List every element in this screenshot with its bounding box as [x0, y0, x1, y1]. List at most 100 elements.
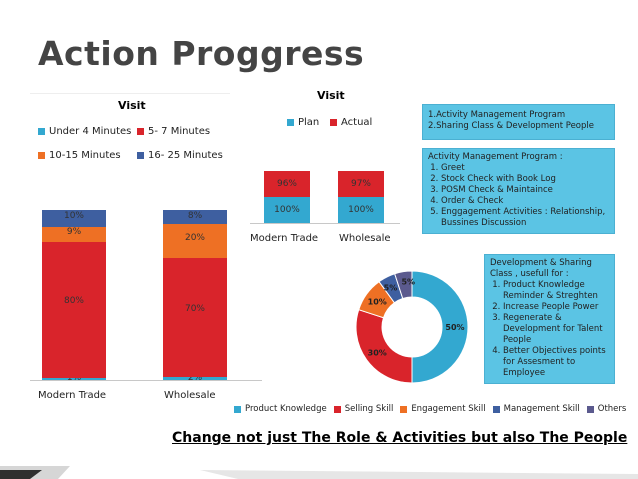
chart1-data-label: 2% — [187, 372, 203, 383]
donut-data-label-selling-skill: 30% — [368, 348, 387, 357]
program-item-1: 1.Activity Management Program — [428, 110, 566, 120]
chart1-data-label: 80% — [63, 295, 84, 306]
chart1-bar-under4-modern-trade: 1% — [42, 373, 106, 382]
bottom-stripe — [200, 470, 638, 479]
legend-label-5to7: 5- 7 Minutes — [148, 126, 211, 137]
chart2-data-label: 97% — [350, 178, 371, 189]
donut-data-label-product-knowledge: 50% — [445, 323, 464, 332]
chart2-category-wholesale: Wholesale — [339, 233, 391, 244]
chart2-legend-plan: Plan — [287, 117, 319, 128]
tagline: Change not just The Role & Activities bu… — [172, 430, 628, 446]
title-underline — [30, 93, 230, 94]
legend-selling-skill: Selling Skill — [333, 404, 394, 414]
donut-data-label-management-skill: 5% — [384, 284, 398, 293]
legend-swatch-selling-skill — [333, 405, 341, 413]
chart1-data-label: 20% — [184, 232, 205, 243]
development-item: Product Knowledge Reminder & Streghten — [503, 280, 609, 302]
legend-label-actual: Actual — [341, 117, 373, 128]
legend-swatch-10to15 — [38, 152, 45, 159]
activity-box-title: Activity Management Program : — [428, 152, 563, 162]
donut-data-label-engagement-skill: 10% — [368, 298, 387, 307]
legend-label-plan: Plan — [298, 117, 320, 128]
activity-item: POSM Check & Maintaince — [441, 185, 609, 196]
chart2-category-modern-trade: Modern Trade — [250, 233, 319, 244]
donut-data-label-others: 5% — [401, 278, 415, 287]
programs-box: 1.Activity Management Program 2.Sharing … — [422, 104, 615, 140]
legend-label-16to25: 16- 25 Minutes — [148, 150, 223, 161]
activity-item: Greet — [441, 163, 609, 174]
development-sharing-box: Development & Sharing Class , usefull fo… — [484, 254, 615, 384]
chart1-bar-5to7-wholesale: 70% — [163, 257, 227, 377]
legend-label-10to15: 10-15 Minutes — [49, 150, 121, 161]
legend-swatch-16to25 — [137, 152, 144, 159]
legend-swatch-product-knowledge — [234, 405, 241, 413]
donut-chart: 50% 30% 10% 5%5% — [355, 270, 469, 384]
legend-engagement-skill: Engagement Skill — [400, 404, 486, 414]
chart1-plot-area: 1% 80% 9% 10% 2% 70% 20% 8% — [30, 200, 262, 383]
activity-item: Order & Check — [441, 196, 609, 207]
legend-swatch-under4 — [38, 128, 45, 135]
chart1-bar-10to15-wholesale: 20% — [163, 223, 227, 258]
chart1-data-label: 70% — [184, 304, 205, 315]
donut-slice-selling-skill — [355, 309, 413, 384]
donut-slice-others — [394, 270, 413, 300]
chart2-bar-plan-wholesale: 100% — [338, 197, 384, 223]
chart2-data-label: 100% — [274, 204, 300, 215]
legend-label-selling-skill: Selling Skill — [344, 404, 394, 414]
development-item: Better Objectives points for Assesment t… — [503, 346, 609, 379]
legend-swatch-actual — [330, 119, 337, 126]
legend-swatch-others — [586, 405, 594, 413]
chart2-bar-actual-wholesale: 97% — [338, 171, 384, 197]
chart1-legend-16to25: 16- 25 Minutes — [137, 150, 223, 161]
legend-label-management-skill: Management Skill — [503, 404, 580, 414]
development-item: Increase People Power — [503, 302, 609, 313]
legend-swatch-plan — [287, 119, 294, 126]
chart1-bar-16to25-wholesale: 8% — [163, 210, 227, 224]
chart2-plot-area: 100% 96% 100% 97% — [250, 168, 400, 224]
development-item: Regenerate & Development for Talent Peop… — [503, 313, 609, 346]
legend-management-skill: Management Skill — [492, 404, 580, 414]
development-list: Product Knowledge Reminder & Streghten I… — [490, 280, 609, 379]
chart2-bar-actual-modern-trade: 96% — [264, 171, 310, 197]
activity-list: Greet Stock Check with Book Log POSM Che… — [428, 163, 609, 229]
activity-item: Stock Check with Book Log — [441, 174, 609, 185]
chart1-legend-10to15: 10-15 Minutes — [38, 150, 121, 161]
chart1-data-label: 8% — [187, 211, 203, 221]
chart2-axis-line — [250, 223, 400, 224]
page-title: Action Proggress — [38, 34, 365, 73]
activity-item: Enggagement Activities : Relationship, B… — [441, 207, 609, 229]
chart1-data-label: 9% — [66, 227, 82, 237]
legend-others: Others — [586, 404, 627, 414]
development-box-title: Development & Sharing Class , usefull fo… — [490, 258, 592, 279]
chart1-bar-10to15-modern-trade: 9% — [42, 227, 106, 243]
legend-label-product-knowledge: Product Knowledge — [245, 404, 327, 414]
corner-decoration-dark — [0, 470, 42, 479]
chart1-category-modern-trade: Modern Trade — [38, 390, 107, 401]
legend-swatch-5to7 — [137, 128, 144, 135]
chart1-bar-16to25-modern-trade: 10% — [42, 210, 106, 227]
chart2-bar-plan-modern-trade: 100% — [264, 197, 310, 223]
program-item-2: 2.Sharing Class & Development People — [428, 121, 594, 131]
legend-swatch-management-skill — [492, 405, 500, 413]
chart2-data-label: 100% — [348, 204, 374, 215]
legend-product-knowledge: Product Knowledge — [234, 404, 327, 414]
chart1-legend-5to7: 5- 7 Minutes — [137, 126, 210, 137]
chart2-title: Visit — [317, 89, 345, 102]
chart2-data-label: 96% — [276, 178, 297, 189]
donut-legend: Product Knowledge Selling Skill Engageme… — [234, 404, 626, 414]
chart1-axis-line — [30, 380, 262, 381]
chart1-data-label: 10% — [63, 211, 84, 221]
chart1-bar-5to7-modern-trade: 80% — [42, 242, 106, 379]
activity-management-box: Activity Management Program : Greet Stoc… — [422, 148, 615, 234]
chart2-legend-actual: Actual — [330, 117, 372, 128]
chart1-category-wholesale: Wholesale — [164, 390, 216, 401]
chart1-legend-under4: Under 4 Minutes — [38, 126, 131, 137]
chart1-bar-under4-wholesale: 2% — [163, 372, 227, 383]
legend-label-under4: Under 4 Minutes — [49, 126, 132, 137]
legend-swatch-engagement-skill — [400, 405, 408, 413]
chart1-title: Visit — [118, 99, 146, 112]
donut-slice-product-knowledge — [411, 270, 469, 384]
legend-label-others: Others — [597, 404, 627, 414]
legend-label-engagement-skill: Engagement Skill — [411, 404, 486, 414]
